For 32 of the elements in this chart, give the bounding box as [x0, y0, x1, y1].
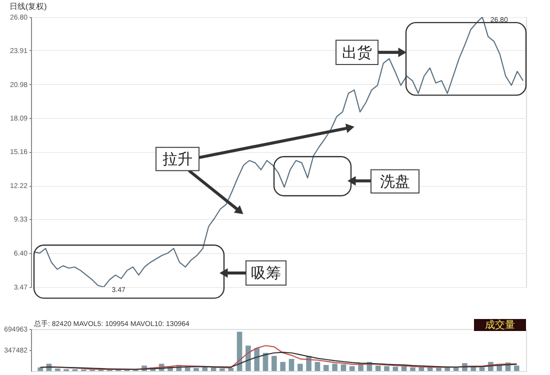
- bar: [194, 368, 199, 371]
- bar: [202, 366, 208, 371]
- bar: [298, 364, 303, 371]
- bar: [314, 362, 320, 371]
- bar: [254, 348, 260, 371]
- line-series: [40, 345, 518, 370]
- annotation: 出货: [342, 44, 372, 62]
- annotation: 拉升: [162, 150, 192, 168]
- annotation: 成交量: [485, 319, 515, 331]
- bar: [272, 356, 277, 371]
- line-series: [33, 17, 524, 287]
- bar: [38, 367, 43, 371]
- bar: [375, 366, 381, 371]
- bar: [228, 368, 234, 371]
- bar: [514, 366, 520, 371]
- bar: [280, 362, 286, 371]
- bar: [427, 367, 433, 371]
- bar: [323, 364, 329, 371]
- bar: [332, 364, 338, 371]
- bar: [184, 367, 190, 371]
- line-series: [40, 352, 518, 370]
- bar: [410, 367, 416, 371]
- bar: [288, 358, 294, 371]
- bar: [479, 367, 485, 371]
- bar: [384, 366, 390, 371]
- chart-title: 日线(复权): [9, 2, 48, 11]
- bar: [349, 366, 355, 371]
- annotation: 洗盘: [380, 173, 410, 190]
- bar: [436, 368, 442, 371]
- bar: [340, 364, 346, 371]
- annotation: 吸筹: [251, 265, 281, 282]
- bar: [210, 367, 216, 371]
